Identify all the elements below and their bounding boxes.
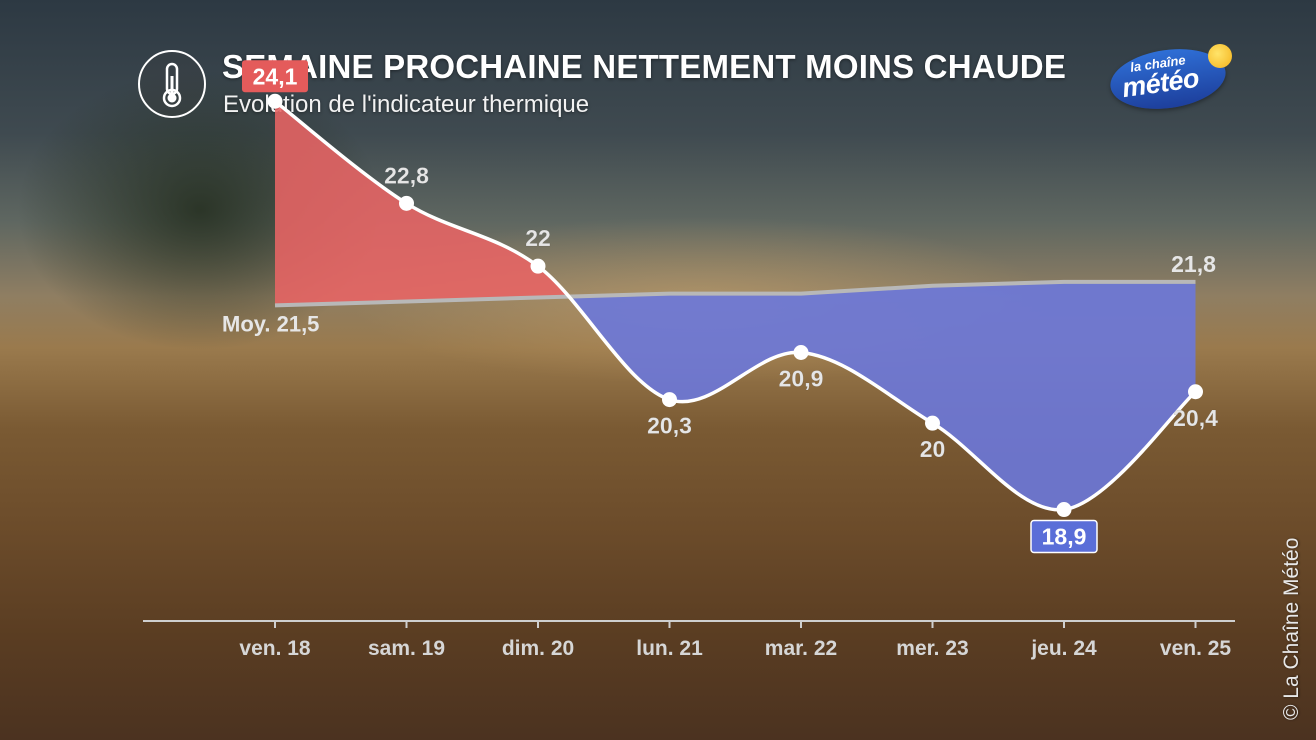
x-tick-label: sam. 19 [368,637,445,660]
data-point [1188,384,1203,400]
x-tick-label: lun. 21 [636,637,703,660]
copyright-text: © La Chaîne Météo [1280,537,1303,720]
data-point [267,93,283,109]
value-label: 22,8 [384,162,429,188]
value-label: 20,9 [779,366,824,392]
data-point [925,415,940,431]
max-badge [242,60,308,93]
sun-icon [1208,44,1232,68]
x-tick-label: mer. 23 [896,637,968,660]
chart-title: SEMAINE PROCHAINE NETTEMENT MOINS CHAUDE [222,48,1067,85]
x-tick-label: mar. 22 [765,637,837,660]
data-point [662,392,677,408]
temperature-line [273,99,1197,512]
la-chaine-meteo-logo: la chaîne météo [1106,42,1232,116]
normal-start-label: Moy. 21,5 [222,311,319,336]
min-value-label: 18,9 [1042,524,1087,550]
data-point [399,195,414,211]
x-tick-label: dim. 20 [502,637,574,660]
value-label: 20 [920,436,946,462]
thermometer-icon [138,50,206,118]
value-label: 22 [525,225,551,251]
normal-line [274,279,1196,308]
value-label: 20,3 [647,413,692,439]
x-tick-label: jeu. 24 [1030,637,1097,660]
below-normal-area [275,281,1196,510]
value-label: 20,4 [1173,405,1218,431]
data-point [1056,502,1072,518]
x-tick-label: ven. 18 [239,637,311,660]
data-point [793,345,809,360]
max-value-label: 24,1 [253,63,298,89]
normal-end-label: 21,8 [1171,251,1216,277]
x-tick-label: ven. 25 [1160,637,1232,660]
min-badge [1030,519,1098,554]
data-point [530,258,546,274]
